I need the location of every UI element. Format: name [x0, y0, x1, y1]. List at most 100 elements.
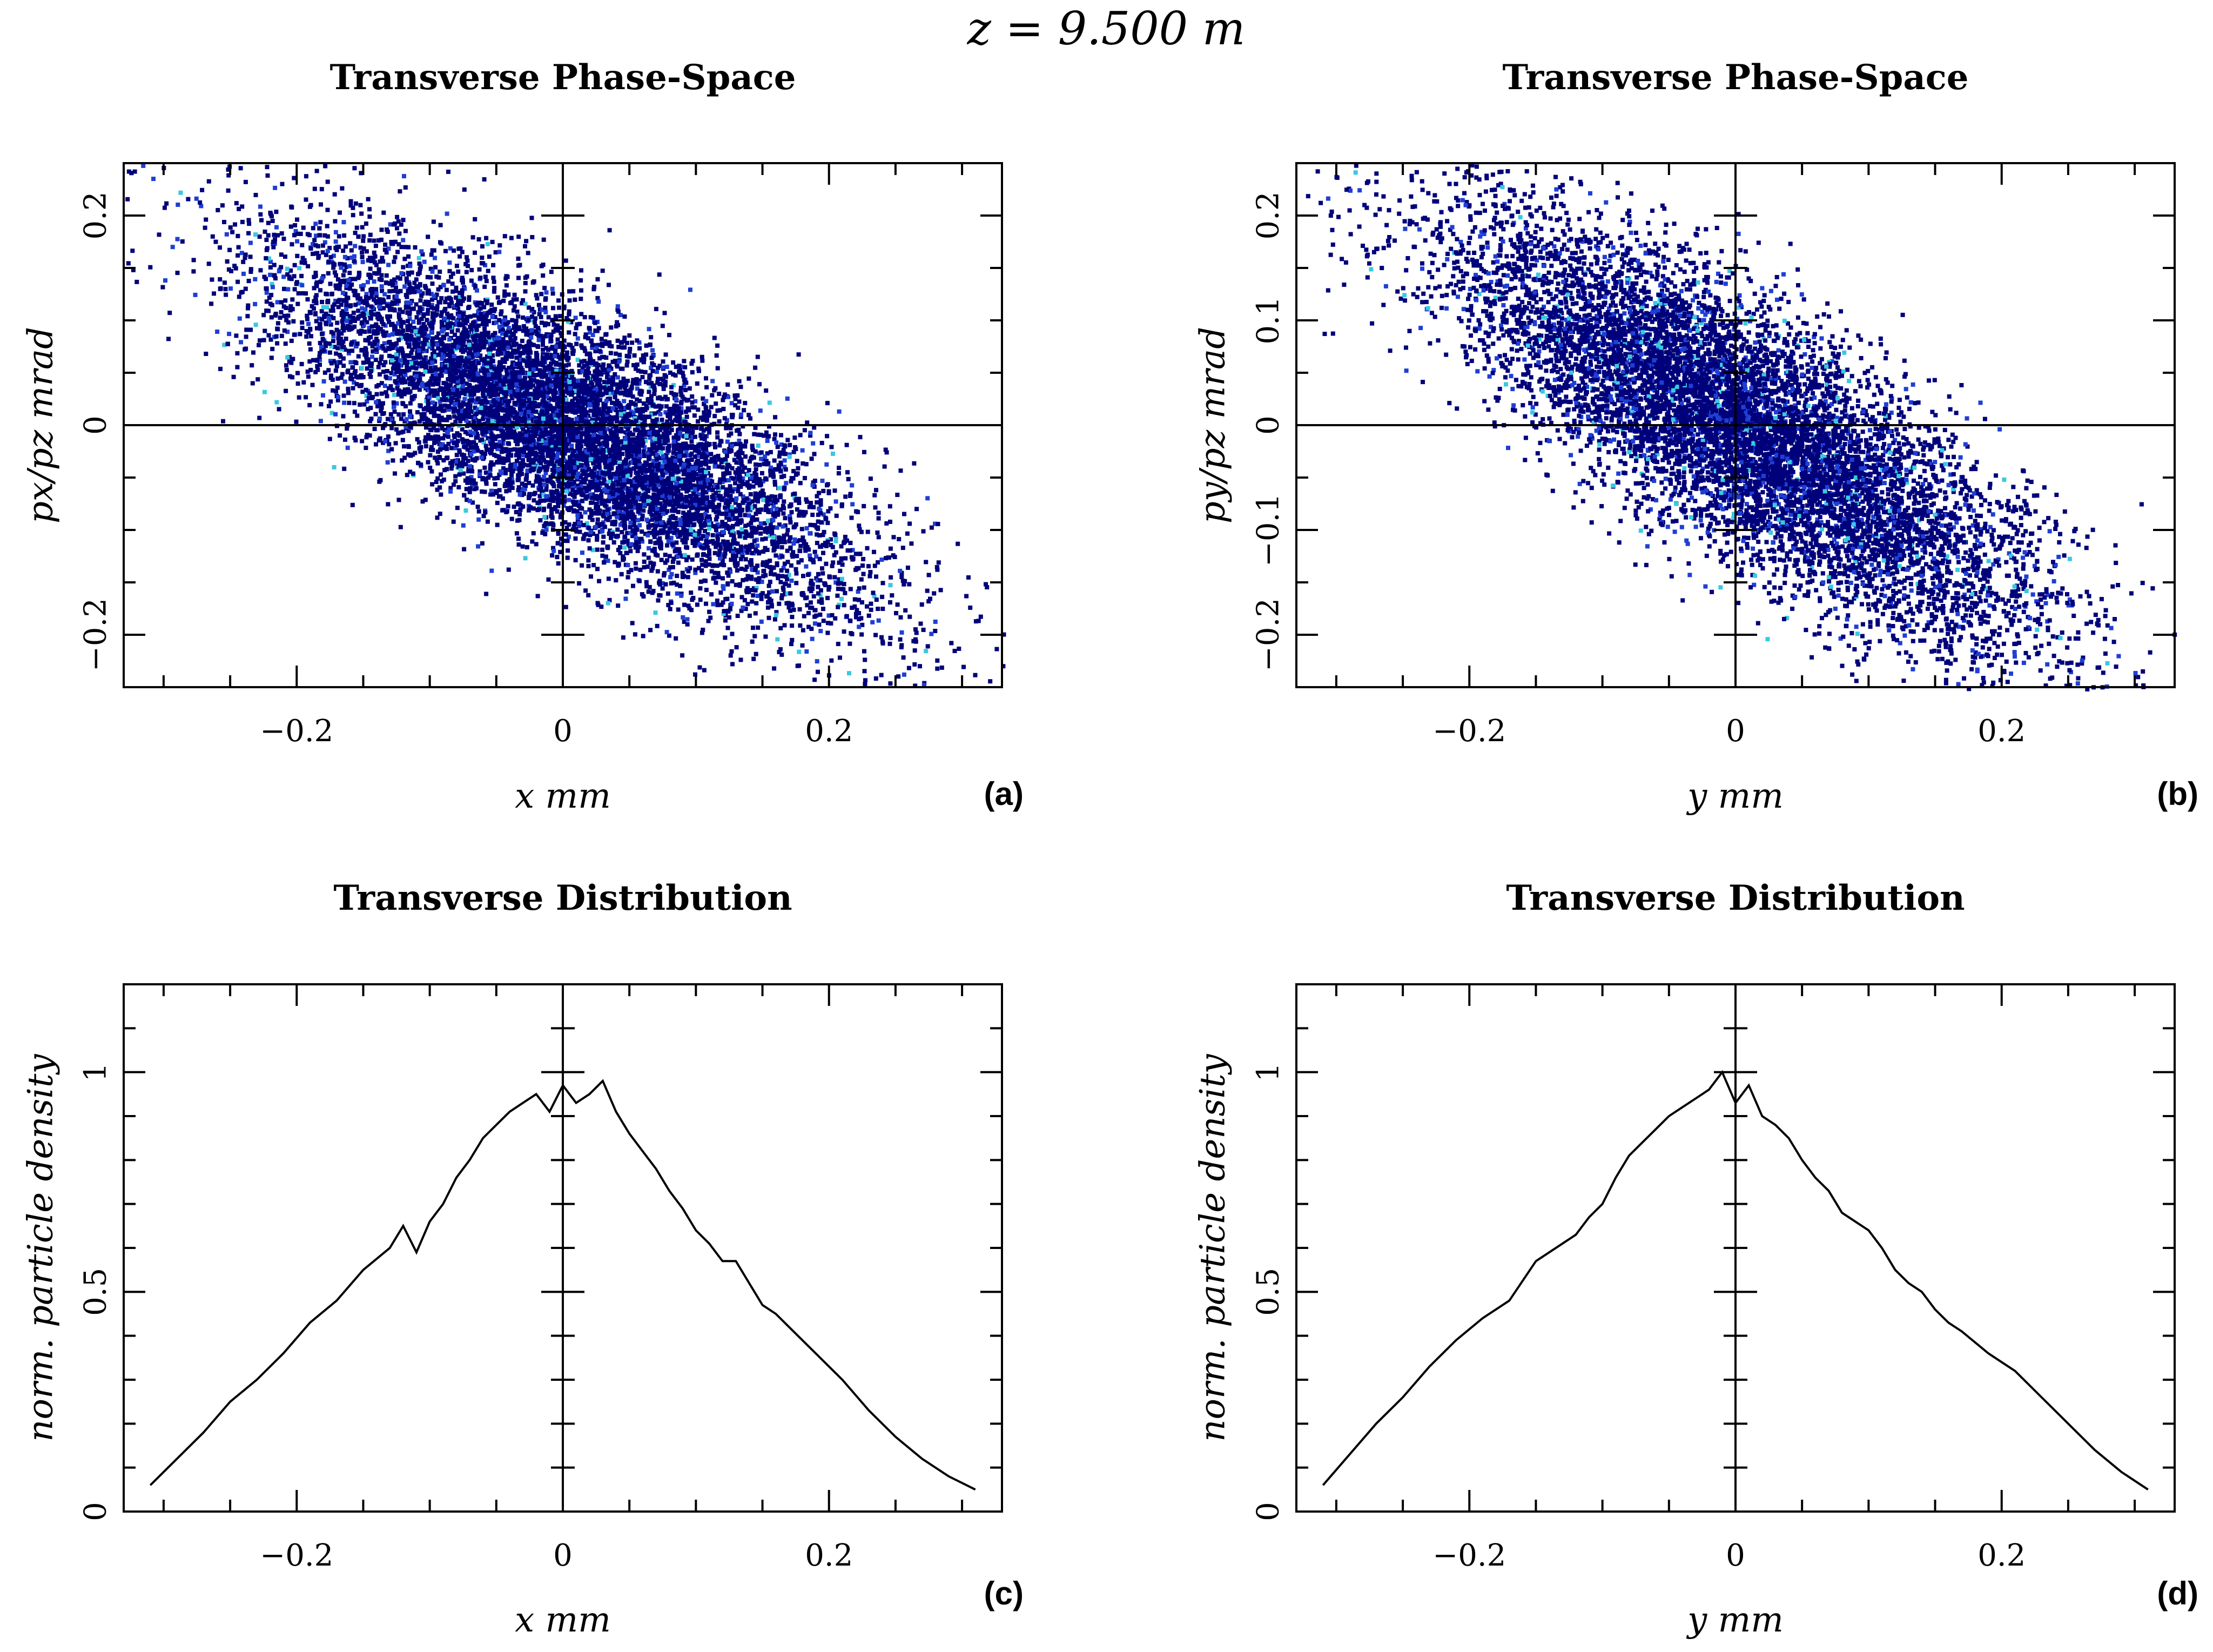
scatter-point: [292, 233, 297, 238]
scatter-point: [816, 525, 820, 530]
scatter-point: [351, 386, 355, 391]
scatter-point: [567, 459, 572, 464]
scatter-point: [515, 349, 520, 354]
scatter-point: [676, 607, 681, 612]
scatter-point: [727, 447, 732, 452]
scatter-point: [702, 413, 707, 418]
scatter-point: [461, 312, 466, 317]
scatter-point: [512, 505, 516, 509]
scatter-point: [479, 368, 483, 373]
scatter-point: [684, 449, 689, 454]
scatter-point: [742, 598, 747, 602]
scatter-point: [528, 452, 533, 457]
scatter-point: [474, 442, 478, 447]
scatter-point: [825, 520, 830, 525]
scatter-point: [582, 315, 587, 320]
scatter-point: [423, 299, 428, 304]
scatter-point: [698, 433, 703, 438]
scatter-point: [352, 259, 356, 264]
scatter-point: [758, 521, 763, 526]
scatter-point: [785, 560, 790, 565]
scatter-point: [382, 341, 387, 346]
scatter-point: [439, 472, 443, 477]
scatter-point: [245, 314, 250, 319]
scatter-point: [461, 471, 466, 476]
scatter-point: [326, 271, 331, 276]
scatter-point: [524, 344, 529, 348]
scatter-point: [701, 488, 706, 493]
scatter-point: [717, 419, 722, 424]
scatter-point: [707, 430, 712, 435]
scatter-point: [304, 174, 308, 179]
scatter-point: [621, 492, 625, 496]
scatter-point: [738, 531, 743, 536]
scatter-point: [300, 291, 305, 296]
scatter-point: [334, 273, 338, 278]
scatter-point: [248, 270, 253, 274]
scatter-point: [331, 308, 335, 313]
scatter-point: [470, 483, 475, 488]
scatter-point: [395, 382, 400, 387]
scatter-point: [660, 418, 664, 422]
scatter-point: [517, 472, 522, 477]
scatter-point: [772, 617, 777, 622]
scatter-point: [833, 616, 838, 621]
scatter-point: [448, 378, 453, 383]
scatter-point: [715, 366, 720, 371]
scatter-point: [473, 330, 477, 334]
scatter-point: [679, 593, 684, 598]
scatter-point: [775, 561, 779, 566]
scatter-point: [318, 220, 323, 225]
scatter-point: [381, 411, 386, 415]
scatter-point: [470, 458, 475, 462]
scatter-point: [451, 519, 456, 524]
scatter-point: [822, 529, 826, 534]
scatter-point: [176, 203, 180, 207]
scatter-point: [621, 635, 625, 640]
scatter-point: [503, 471, 508, 475]
scatter-point: [581, 477, 586, 482]
scatter-point: [641, 508, 646, 513]
scatter-point: [450, 271, 455, 276]
scatter-point: [539, 320, 544, 325]
scatter-point: [688, 566, 692, 570]
scatter-point: [804, 526, 809, 530]
scatter-point: [524, 413, 529, 418]
scatter-point: [400, 310, 405, 314]
scatter-point: [708, 478, 713, 483]
scatter-point: [274, 400, 279, 405]
scatter-point: [361, 323, 366, 327]
scatter-point: [763, 546, 768, 550]
scatter-point: [411, 319, 416, 324]
scatter-point: [763, 573, 768, 577]
scatter-point: [480, 541, 485, 546]
scatter-point: [435, 487, 440, 492]
scatter-point: [283, 298, 288, 303]
scatter-point: [722, 554, 727, 559]
scatter-point: [436, 396, 441, 401]
scatter-point: [573, 536, 578, 541]
scatter-point: [788, 517, 792, 522]
scatter-point: [418, 355, 423, 360]
scatter-point: [593, 349, 598, 353]
scatter-point: [430, 482, 435, 487]
scatter-point: [674, 433, 678, 438]
scatter-point: [633, 487, 638, 492]
scatter-point: [680, 538, 685, 542]
scatter-point: [459, 404, 464, 408]
scatter-point: [238, 166, 243, 171]
scatter-point: [869, 601, 873, 606]
scatter-point: [926, 573, 931, 577]
scatter-point: [647, 453, 651, 458]
scatter-point: [436, 346, 441, 351]
scatter-point: [384, 280, 389, 285]
scatter-point: [613, 359, 617, 364]
scatter-point: [342, 268, 347, 273]
scatter-point: [643, 532, 648, 536]
scatter-point: [579, 288, 583, 293]
scatter-point: [584, 352, 589, 357]
scatter-point: [700, 358, 705, 363]
scatter-point: [374, 293, 379, 298]
scatter-point: [616, 603, 621, 608]
scatter-point: [418, 298, 423, 303]
